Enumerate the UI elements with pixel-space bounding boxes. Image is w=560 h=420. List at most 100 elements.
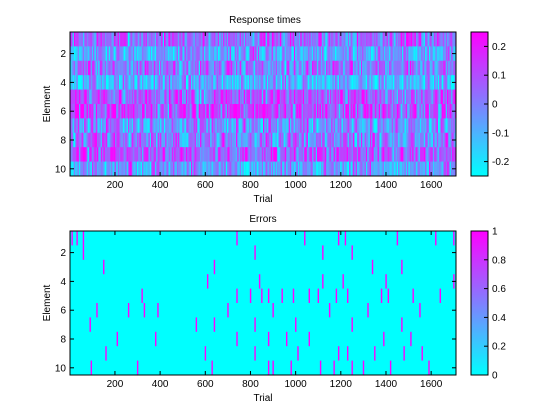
plot-frame: [69, 31, 457, 177]
heatmap-cell: [148, 132, 151, 148]
heatmap-cell: [272, 32, 274, 47]
heatmap-cell: [165, 32, 167, 47]
heatmap-cell: [259, 75, 261, 90]
heatmap-cell: [189, 161, 192, 177]
heatmap-cell: [179, 60, 182, 76]
heatmap-cell: [358, 75, 360, 90]
heatmap-cell: [228, 75, 230, 90]
heatmap-cell: [430, 46, 432, 62]
heatmap-cell: [335, 75, 337, 90]
heatmap-cell: [266, 147, 269, 162]
heatmap-cell: [427, 147, 430, 162]
heatmap-cell: [219, 147, 221, 162]
heatmap-cell: [93, 104, 95, 119]
heatmap-cell: [199, 132, 202, 148]
heatmap-cell: [111, 132, 113, 148]
heatmap-cell: [162, 118, 165, 134]
heatmap-cell: [291, 89, 293, 105]
heatmap-cell: [136, 147, 139, 162]
heatmap-cell: [264, 46, 266, 62]
heatmap-cell: [297, 132, 300, 148]
heatmap-cell: [190, 46, 193, 62]
heatmap-cell: [210, 46, 212, 62]
heatmap-cell: [287, 104, 290, 119]
heatmap-cell: [82, 104, 85, 119]
heatmap-cell: [118, 104, 121, 119]
heatmap-cell: [202, 118, 205, 134]
heatmap-cell: [288, 118, 291, 134]
heatmap-cell: [418, 132, 421, 148]
heatmap-cell: [169, 46, 171, 62]
heatmap-cell: [190, 118, 193, 134]
heatmap-cell: [376, 75, 378, 90]
heatmap-cell: [216, 75, 219, 90]
heatmap-cell: [277, 60, 279, 76]
heatmap-cell: [338, 60, 341, 76]
heatmap-cell: [392, 32, 395, 47]
heatmap-cell: [273, 118, 275, 134]
heatmap-cell: [347, 75, 350, 90]
heatmap-cell: [369, 89, 372, 105]
heatmap-cell: [396, 147, 399, 162]
heatmap-cell: [115, 104, 117, 119]
heatmap-cell: [167, 32, 170, 47]
heatmap-cell: [268, 75, 270, 90]
heatmap-cell: [113, 132, 116, 148]
heatmap-cell: [233, 89, 236, 105]
heatmap-cell: [149, 118, 152, 134]
heatmap-cell: [121, 89, 124, 105]
heatmap-cell: [103, 46, 106, 62]
heatmap-cell: [341, 46, 344, 62]
heatmap-cell: [443, 60, 445, 76]
heatmap-cell: [372, 60, 375, 76]
heatmap-cell: [278, 161, 281, 177]
error-cell: [90, 360, 93, 375]
heatmap-cell: [326, 46, 328, 62]
heatmap-cell: [180, 118, 183, 134]
heatmap-cell: [112, 147, 115, 162]
heatmap-cell: [80, 147, 82, 162]
heatmap-cell: [284, 32, 287, 47]
heatmap-cell: [118, 132, 121, 148]
heatmap-cell: [317, 89, 319, 105]
error-cell: [290, 360, 292, 375]
heatmap-cell: [151, 89, 153, 105]
heatmap-cell: [320, 89, 323, 105]
heatmap-cell: [235, 161, 238, 177]
heatmap-cell: [423, 161, 426, 177]
heatmap-cell: [178, 89, 180, 105]
heatmap-cell: [365, 89, 368, 105]
heatmap-cell: [82, 75, 85, 90]
heatmap-cell: [237, 75, 239, 90]
heatmap-cell: [374, 132, 377, 148]
heatmap-cell: [252, 75, 255, 90]
heatmap-cell: [324, 161, 327, 177]
heatmap-cell: [70, 118, 72, 134]
heatmap-cell: [224, 75, 227, 90]
heatmap-cell: [290, 161, 292, 177]
heatmap-cell: [79, 118, 81, 134]
heatmap-cell: [279, 147, 282, 162]
heatmap-cell: [251, 161, 254, 177]
heatmap-cell: [417, 89, 420, 105]
heatmap-cell: [82, 147, 85, 162]
heatmap-cell: [403, 147, 405, 162]
heatmap-cell: [337, 161, 340, 177]
heatmap-cell: [452, 32, 454, 47]
heatmap-cell: [385, 32, 387, 47]
heatmap-cell: [295, 46, 297, 62]
heatmap-cell: [163, 60, 166, 76]
heatmap-cell: [376, 46, 378, 62]
error-cell: [383, 331, 385, 347]
heatmap-cell: [407, 46, 409, 62]
heatmap-cell: [239, 75, 242, 90]
heatmap-cell: [104, 161, 107, 177]
heatmap-cell: [354, 32, 357, 47]
heatmap-cell: [84, 89, 86, 105]
heatmap-cell: [360, 104, 363, 119]
heatmap-cell: [335, 132, 337, 148]
heatmap-cell: [350, 75, 353, 90]
heatmap-cell: [175, 104, 178, 119]
heatmap-cell: [311, 132, 314, 148]
